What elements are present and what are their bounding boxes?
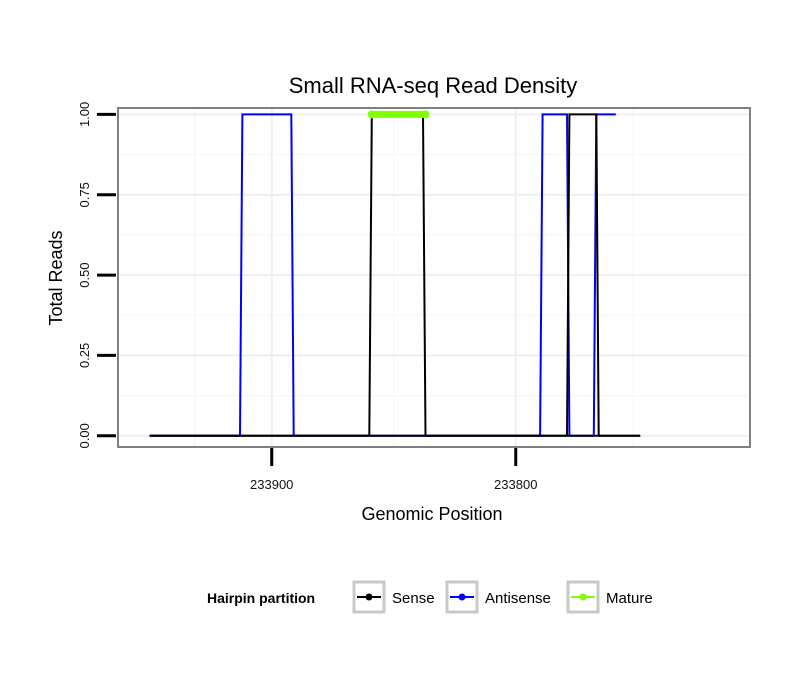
legend-key-dot bbox=[458, 593, 466, 601]
legend-label: Mature bbox=[606, 590, 653, 607]
mature-point-0 bbox=[367, 110, 376, 119]
x-axis-title: Genomic Position bbox=[361, 504, 502, 524]
legend-item-sense: Sense bbox=[352, 580, 435, 614]
legend-item-antisense: Antisense bbox=[445, 580, 551, 614]
legend-title: Hairpin partition bbox=[207, 590, 315, 606]
y-tick-label-2: 0.50 bbox=[77, 262, 92, 287]
legend-item-mature: Mature bbox=[566, 580, 653, 614]
legend-label: Antisense bbox=[485, 590, 551, 607]
x-axis: 233900 233800 bbox=[250, 448, 537, 492]
y-tick-label-4: 1.00 bbox=[77, 102, 92, 127]
grid-lines bbox=[119, 109, 749, 446]
plot-panel bbox=[117, 107, 751, 448]
mature-point-1 bbox=[421, 110, 430, 119]
legend-items: Sense Antisense Mature bbox=[352, 580, 653, 614]
legend-label: Sense bbox=[392, 590, 435, 607]
series-layer bbox=[149, 110, 641, 437]
legend-key-dot bbox=[579, 593, 587, 601]
legend: Hairpin partition Sense Antisense Mature bbox=[207, 580, 653, 614]
chart-title: Small RNA-seq Read Density bbox=[289, 73, 578, 98]
x-tick-label-0: 233900 bbox=[250, 477, 293, 492]
x-tick-label-1: 233800 bbox=[494, 477, 537, 492]
y-tick-label-0: 0.00 bbox=[77, 423, 92, 448]
y-axis-title: Total Reads bbox=[46, 230, 66, 325]
y-tick-label-3: 0.75 bbox=[77, 182, 92, 207]
y-tick-label-1: 0.25 bbox=[77, 343, 92, 368]
series-antisense-line bbox=[149, 113, 616, 437]
legend-key-dot bbox=[365, 593, 373, 601]
legend-key-box bbox=[445, 580, 479, 614]
y-axis: 0.00 0.25 0.50 0.75 1.00 bbox=[77, 102, 116, 448]
series-sense-peaks-line bbox=[149, 113, 641, 437]
